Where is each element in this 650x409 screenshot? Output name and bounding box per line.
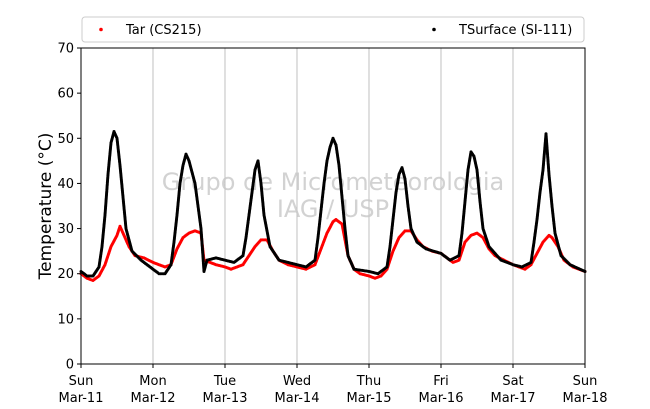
x-tick-label-date: Mar-18 <box>563 391 608 406</box>
legend-marker-tar <box>99 27 103 32</box>
y-tick-label: 40 <box>57 177 74 192</box>
x-tick-label-date: Mar-11 <box>59 391 104 406</box>
x-tick-label-date: Mar-17 <box>491 391 536 406</box>
y-tick-label: 60 <box>57 87 74 102</box>
x-tick-label-day: Tue <box>213 374 236 389</box>
y-tick-label: 10 <box>57 312 74 327</box>
legend-label-tsurface: TSurface (SI-111) <box>458 23 572 38</box>
x-tick-label-date: Mar-14 <box>275 391 320 406</box>
y-tick-label: 50 <box>57 132 74 147</box>
x-tick-label-date: Mar-16 <box>419 391 464 406</box>
x-tick-label-day: Wed <box>283 374 311 389</box>
x-tick-label-day: Thu <box>356 374 381 389</box>
series-tsurface <box>79 130 587 278</box>
x-tick-label-day: Sat <box>502 374 523 389</box>
y-tick-label: 0 <box>66 358 74 373</box>
y-tick-label: 70 <box>57 42 74 57</box>
legend-box <box>81 16 585 43</box>
x-axis: Sun Mar-11 Mon Mar-12 Tue Mar-13 Wed Mar-14 Thu M… <box>59 364 608 406</box>
series-layer <box>79 130 587 282</box>
y-tick-label: 30 <box>57 222 74 237</box>
watermark: Grupo de Micrometeorologia IAG / USP <box>162 168 504 223</box>
x-tick-label-day: Mon <box>139 374 166 389</box>
watermark-line-2: IAG / USP <box>277 195 389 223</box>
x-tick-label-day: Sun <box>69 374 94 389</box>
y-axis-title: Temperature (°C) <box>36 133 56 281</box>
x-tick-label-day: Fri <box>433 374 449 389</box>
legend-marker-tsurface <box>432 27 436 32</box>
legend: Tar (CS215) TSurface (SI-111) <box>81 16 585 43</box>
plot-frame <box>80 47 586 365</box>
y-tick-label: 20 <box>57 267 74 282</box>
grid-layer <box>152 48 514 364</box>
x-tick-label-date: Mar-12 <box>131 391 176 406</box>
legend-label-tar: Tar (CS215) <box>125 23 202 38</box>
x-tick-label-day: Sun <box>573 374 598 389</box>
x-tick-label-date: Mar-13 <box>203 391 248 406</box>
x-tick-label-date: Mar-15 <box>347 391 392 406</box>
y-axis: 0 10 20 30 40 50 60 70 <box>57 42 81 373</box>
watermark-line-1: Grupo de Micrometeorologia <box>162 168 504 196</box>
